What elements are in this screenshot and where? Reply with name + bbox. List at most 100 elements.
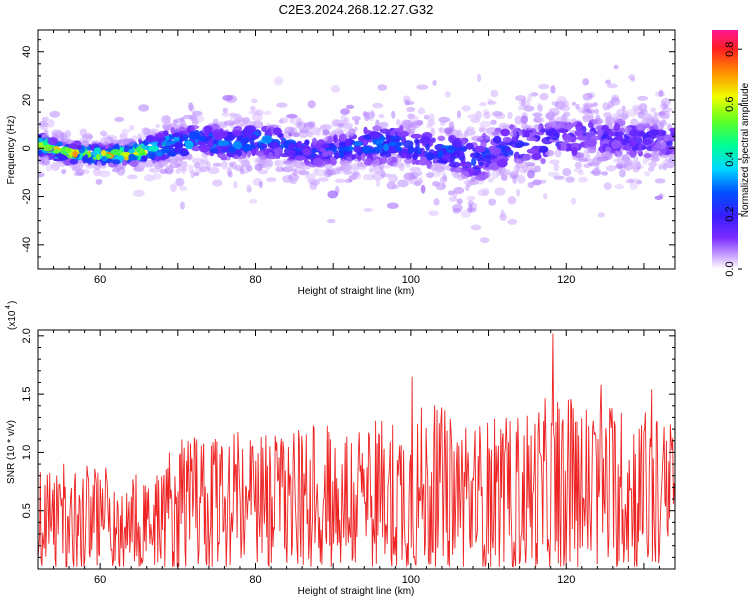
heatmap-cell: [577, 107, 585, 113]
heatmap-cell: [515, 95, 527, 102]
heatmap-cell: [352, 140, 364, 147]
heatmap-cell: [658, 111, 665, 117]
heatmap-cell: [487, 100, 497, 105]
heatmap-cell: [331, 120, 339, 127]
heatmap-cell: [397, 179, 409, 188]
heatmap-cell: [47, 119, 55, 128]
heatmap-cell: [377, 84, 388, 91]
heatmap-cell: [257, 169, 268, 175]
heatmap-cell: [157, 137, 166, 143]
heatmap-cell: [526, 137, 538, 142]
heatmap-cell: [487, 177, 495, 183]
heatmap-cell: [548, 108, 553, 116]
heatmap-cell: [553, 175, 565, 180]
heatmap-cell: [302, 148, 311, 156]
heatmap-cell: [282, 130, 293, 139]
heatmap-cell: [138, 147, 145, 157]
heatmap-cell: [524, 162, 536, 167]
heatmap-cell: [209, 148, 219, 154]
heatmap-cell: [292, 168, 298, 176]
heatmap-cell: [388, 141, 397, 147]
heatmap-cell: [242, 136, 250, 144]
tick-label: 0.6: [724, 97, 736, 112]
heatmap-cell: [473, 153, 480, 158]
heatmap-cell: [242, 127, 255, 136]
heatmap-cell: [601, 171, 608, 176]
heatmap-cell: [330, 167, 340, 175]
snr-frame: [37, 329, 676, 570]
heatmap-cell: [532, 112, 543, 117]
heatmap-cell: [606, 83, 618, 89]
heatmap-cell: [507, 111, 513, 120]
heatmap-cell: [345, 132, 354, 138]
heatmap-cell: [499, 213, 507, 221]
heatmap-cell: [597, 212, 605, 218]
heatmap-cell: [403, 95, 411, 104]
heatmap-cell: [338, 149, 345, 158]
heatmap-cell: [586, 130, 597, 140]
heatmap-cell: [100, 149, 107, 156]
heatmap-cell: [110, 149, 122, 156]
heatmap-cell: [418, 158, 428, 166]
heatmap-cell: [494, 187, 506, 196]
heatmap-cell: [368, 167, 375, 173]
colorbar-gradient: [712, 30, 738, 269]
heatmap-cell: [120, 152, 132, 157]
heatmap-cell: [363, 208, 374, 212]
heatmap-cell: [654, 178, 666, 184]
heatmap-cell: [157, 155, 166, 162]
heatmap-cell: [651, 152, 660, 159]
heatmap-cell: [172, 132, 182, 138]
heatmap-cell: [582, 102, 593, 110]
heatmap-cell: [121, 128, 130, 134]
tick-label: 80: [249, 574, 261, 586]
heatmap-cell: [630, 118, 639, 127]
heatmap-cell: [444, 91, 451, 98]
heatmap-cell: [372, 171, 384, 181]
heatmap-cell: [233, 119, 241, 125]
heatmap-cell: [412, 152, 419, 161]
heatmap-cell: [251, 98, 258, 103]
heatmap-cell: [72, 150, 78, 158]
heatmap-cell: [379, 128, 390, 134]
heatmap-cell: [299, 128, 310, 134]
heatmap-cell: [637, 95, 649, 101]
heatmap-cell: [600, 151, 613, 158]
heatmap-cell: [475, 174, 487, 181]
heatmap-cell: [557, 128, 569, 133]
heatmap-cell: [420, 184, 426, 194]
heatmap-cell: [168, 156, 179, 161]
heatmap-cell: [254, 163, 263, 171]
heatmap-cell: [466, 195, 476, 201]
heatmap-cell: [642, 139, 653, 146]
heatmap-cell: [192, 110, 203, 116]
heatmap-cell: [516, 188, 521, 197]
heatmap-cell: [207, 167, 220, 175]
heatmap-cell: [420, 136, 431, 143]
heatmap-cell: [490, 89, 499, 98]
heatmap-cell: [267, 142, 280, 149]
heatmap-cell: [538, 145, 549, 153]
heatmap-cell: [377, 143, 384, 150]
heatmap-cell: [656, 135, 668, 141]
heatmap-cell: [478, 161, 484, 166]
heatmap-cell: [76, 145, 82, 150]
heatmap-cell: [420, 147, 425, 154]
heatmap-cell: [538, 83, 550, 90]
heatmap-cell: [484, 171, 491, 178]
heatmap-cell: [648, 129, 660, 136]
heatmap-cell: [79, 128, 88, 137]
heatmap-cell: [60, 137, 69, 143]
heatmap-cell: [93, 167, 101, 177]
heatmap-cell: [138, 134, 145, 140]
heatmap-cell: [391, 110, 396, 119]
heatmap-cell: [649, 160, 657, 169]
heatmap-cell: [534, 165, 541, 173]
heatmap-cell: [659, 103, 669, 110]
heatmap-cell: [297, 150, 304, 157]
heatmap-cell: [591, 119, 603, 125]
heatmap-cell: [188, 102, 194, 112]
heatmap-cell: [213, 138, 219, 146]
heatmap-cell: [512, 175, 517, 184]
tick-label: 1.0: [21, 445, 33, 460]
